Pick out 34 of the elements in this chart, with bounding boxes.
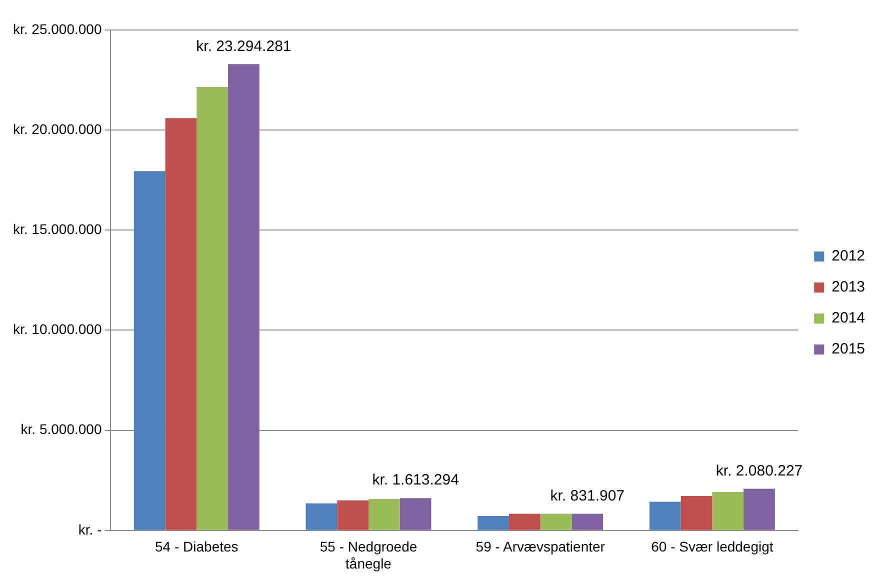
bar <box>165 118 197 530</box>
y-tick-label: kr. - <box>78 521 102 538</box>
x-tick-label: 59 - Arvævspatienter <box>476 538 606 555</box>
legend-label: 2013 <box>832 278 866 296</box>
bar <box>337 500 369 530</box>
bar <box>680 496 712 530</box>
x-tick-label: 54 - Diabetes <box>155 538 238 555</box>
data-label: kr. 1.613.294 <box>372 472 459 489</box>
y-tick-label: kr. 15.000.000 <box>12 221 102 238</box>
x-tick-label: 55 - Nedgroede tånegle <box>320 538 418 572</box>
bar <box>196 87 228 530</box>
y-tick-label: kr. 10.000.000 <box>12 321 102 338</box>
bar <box>228 64 260 530</box>
data-label: kr. 831.907 <box>550 487 625 504</box>
x-tick-label: 60 - Svær leddegigt <box>651 538 774 555</box>
bar <box>478 516 509 530</box>
legend-label: 2014 <box>832 310 866 327</box>
legend-label: 2012 <box>832 248 866 265</box>
data-label: kr. 2.080.227 <box>716 462 803 480</box>
legend-label: 2015 <box>832 340 866 358</box>
bar <box>712 492 744 530</box>
bar <box>400 498 432 530</box>
y-tick-label: kr. 25.000.000 <box>12 20 102 37</box>
bar <box>306 503 338 530</box>
bar <box>368 498 400 530</box>
bar <box>649 502 681 530</box>
data-label: kr. 23.294.281 <box>196 38 292 55</box>
y-tick-label: kr. 20.000.000 <box>12 120 102 137</box>
bar <box>508 514 540 530</box>
y-tick-label: kr. 5.000.000 <box>20 421 102 438</box>
bar <box>744 488 775 530</box>
bar <box>540 514 572 530</box>
bar <box>572 514 604 530</box>
bar <box>134 171 166 530</box>
